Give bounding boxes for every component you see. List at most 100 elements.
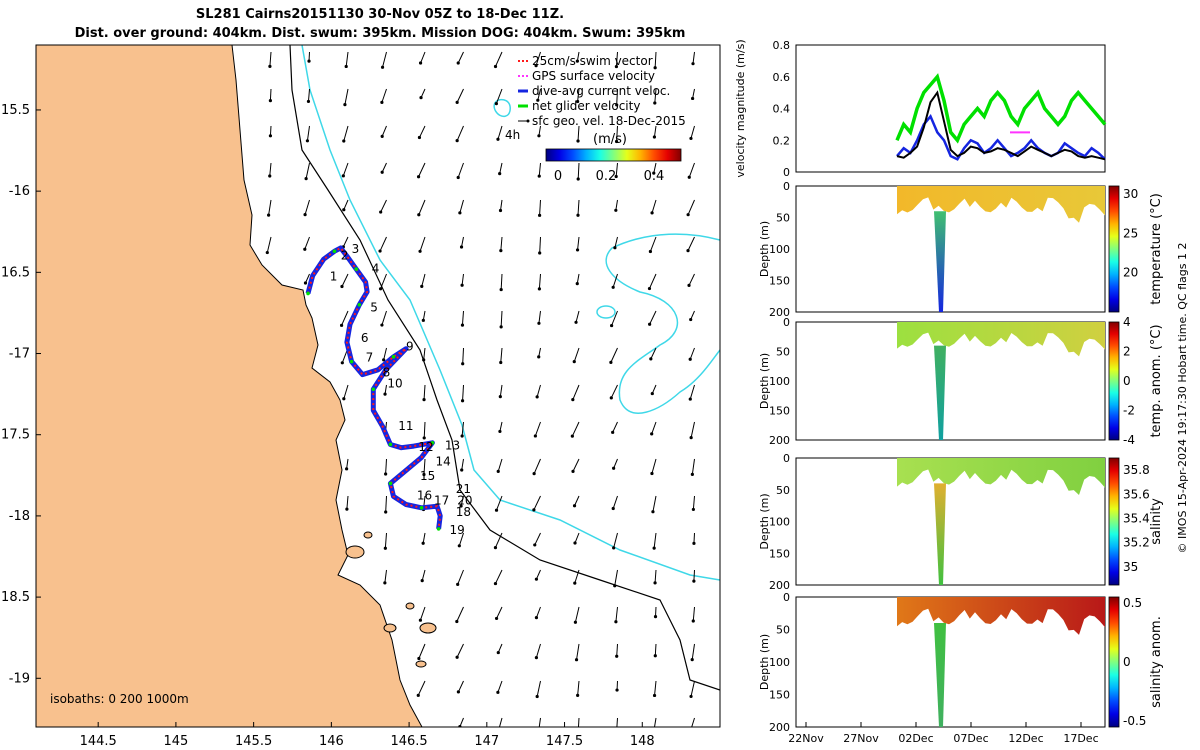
velocity-arrow: [571, 384, 580, 402]
velocity-arrow: [494, 495, 503, 512]
velocity-arrow: [611, 421, 618, 434]
velocity-arrow: [686, 236, 695, 253]
time-tick-label: 17Dec: [1063, 732, 1098, 745]
land: [36, 45, 423, 727]
velocity-arrow: [653, 606, 658, 619]
velocity-arrow: [380, 162, 387, 174]
heatmap-data: [897, 458, 1105, 495]
waypoint-label-12: 12: [418, 440, 433, 454]
legend-entry: 25cm/s swim vector: [532, 54, 653, 68]
velocity-ytick: 0.8: [773, 39, 791, 52]
waypoint-label-20: 20: [457, 494, 472, 508]
velocity-arrow: [268, 125, 273, 138]
lat-tick-label: -16: [9, 184, 30, 199]
velocity-arrow: [572, 347, 580, 364]
waypoint-label-1: 1: [330, 269, 338, 283]
waypoint-label-7: 7: [366, 351, 374, 365]
velocity-arrow: [690, 643, 695, 662]
velocity-arrow: [653, 51, 657, 70]
waypoint-label-18: 18: [456, 505, 471, 519]
waypoint-label-13: 13: [445, 438, 460, 452]
velocity-arrow: [342, 384, 349, 401]
heatmap-ytick: 150: [769, 405, 790, 418]
velocity-arrow: [417, 125, 426, 140]
map-frame: [35, 44, 721, 728]
island: [383, 623, 397, 633]
isobath-200m: [289, 45, 720, 691]
heatmap-ytick: 50: [776, 624, 790, 637]
velocity-arrow: [537, 125, 541, 138]
map-colorbar-tick: 0.4: [644, 169, 665, 184]
heatmap-colorbar-label: temp. anom. (°C): [1149, 324, 1164, 437]
map-colorbar-tick: 0: [554, 169, 562, 184]
velocity-arrow: [614, 125, 619, 144]
velocity-arrow: [342, 125, 349, 143]
velocity-arrow: [383, 569, 387, 585]
velocity-arrow: [538, 717, 541, 727]
velocity-arrow: [575, 236, 580, 252]
velocity-arrow: [729, 570, 733, 587]
heatmap-ytick: 100: [769, 656, 790, 669]
waypoint-label-2: 2: [341, 248, 349, 262]
velocity-arrow: [456, 51, 464, 65]
velocity-arrow: [726, 200, 733, 214]
velocity-arrow: [689, 125, 695, 141]
heatmap-colorbar-label: temperature (°C): [1149, 193, 1164, 305]
heatmap-ytick: 150: [769, 547, 790, 560]
lat-tick-label: -19: [9, 671, 30, 686]
velocity-arrow: [691, 717, 695, 727]
heatmap-ytick: 100: [769, 243, 790, 256]
heatmap-colorbar-label: salinity anom.: [1149, 616, 1164, 708]
heatmap-colorbar-tick: 30: [1123, 187, 1138, 201]
legend-4h: 4h: [505, 128, 520, 142]
velocity-arrow: [494, 88, 503, 106]
velocity-arrow: [534, 643, 541, 660]
velocity-arrow: [534, 606, 541, 620]
waypoint-label-10: 10: [387, 377, 402, 391]
velocity-arrow: [378, 273, 387, 291]
velocity-arrow: [342, 199, 349, 212]
dive-profile: [934, 211, 946, 312]
velocity-arrow: [573, 532, 580, 545]
velocity-arrow: [420, 569, 426, 583]
heatmap-ytick: 0: [783, 591, 790, 604]
velocity-arrow: [265, 236, 272, 255]
heatmap-colorbar-tick: -0.5: [1123, 714, 1146, 728]
heatmap-ytick: 100: [769, 375, 790, 388]
waypoint-label-6: 6: [361, 331, 369, 345]
heatmap-ytick: 200: [769, 579, 790, 592]
velocity-ylabel: velocity magnitude (m/s): [734, 39, 747, 177]
legend-entry: net glider velocity: [532, 99, 640, 113]
velocity-arrow: [532, 495, 541, 512]
waypoint-label-15: 15: [420, 469, 435, 483]
heatmap-ylabel: Depth (m): [758, 353, 771, 409]
island: [415, 660, 427, 668]
island: [419, 622, 437, 634]
velocity-arrow: [613, 569, 618, 588]
velocity-arrow: [344, 51, 349, 69]
lon-tick-label: 148: [630, 734, 655, 749]
velocity-arrow: [496, 125, 503, 141]
velocity-arrow: [731, 459, 734, 472]
velocity-arrow: [688, 384, 695, 401]
velocity-arrow: [306, 88, 311, 104]
net-velocity-mark: [436, 527, 441, 531]
heatmap-colorbar-tick: 4: [1123, 315, 1131, 329]
velocity-arrow: [691, 606, 695, 623]
velocity-arrow: [422, 347, 426, 362]
heatmap-colorbar-tick: 0.5: [1123, 596, 1142, 610]
velocity-arrow: [574, 643, 580, 662]
velocity-arrow: [416, 162, 426, 179]
heatmap-panel-2: 0 50 100 150 200 Depth (m) -4 -2 0 2 4 temp. anom. …: [758, 315, 1164, 447]
velocity-arrow: [304, 162, 310, 181]
velocity-arrow: [610, 310, 618, 328]
velocity-arrow: [611, 495, 618, 511]
velocity-arrow: [382, 347, 387, 362]
velocity-arrow: [535, 680, 541, 699]
velocity-arrow: [613, 236, 618, 250]
velocity-arrow: [456, 569, 464, 586]
isobath-1000m-ring: [596, 305, 616, 319]
lon-tick-label: 144.5: [80, 734, 117, 749]
heatmap-data: [897, 597, 1105, 635]
velocity-arrow: [303, 199, 310, 217]
